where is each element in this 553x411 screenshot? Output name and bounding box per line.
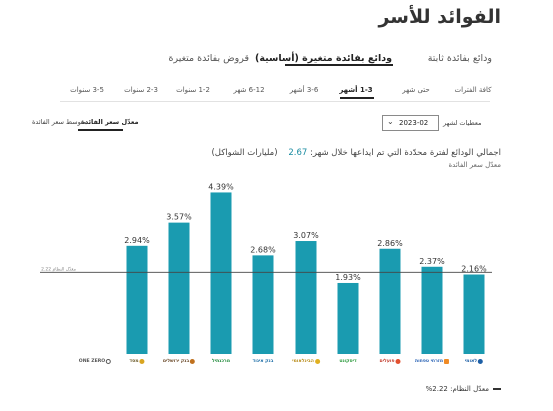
bar-value-label-1: 2.94%	[124, 236, 150, 245]
tab-fixed-deposits[interactable]: ودائع بفائدة ثابتة	[427, 53, 492, 64]
bar-5[interactable]	[295, 241, 317, 354]
bar-value-label-8: 2.37%	[419, 257, 445, 266]
bar-3[interactable]	[210, 192, 232, 354]
legend-line-icon	[493, 388, 501, 390]
period-tab-underline	[340, 97, 374, 99]
chart-legend: معدّل النظام: 2.22%	[426, 385, 501, 393]
main-tab-underline	[285, 64, 393, 66]
chevron-down-icon: ⌄	[387, 117, 394, 126]
chart-subtitle: معدّل سعر الفائدة	[448, 161, 501, 169]
average-line-label: معدّل النظام 2.22	[41, 266, 77, 273]
bar-value-label-4: 2.68%	[250, 245, 276, 254]
logo-masad: מסד	[129, 359, 145, 364]
one-zero-icon	[106, 359, 112, 364]
poalim-icon	[395, 359, 401, 364]
bar-value-label-9: 2.16%	[461, 265, 487, 274]
headline-total: 2.67	[288, 148, 308, 158]
tab-3-6-months[interactable]: 3-6 أشهر	[289, 86, 319, 94]
tab-2-3-years[interactable]: 2-3 سنوات	[124, 86, 158, 94]
bar-4[interactable]	[252, 255, 274, 354]
period-tabs: كافة الفترات حتى شهر 1-3 أشهر 3-6 أشهر 6…	[0, 86, 553, 102]
logo-poalim: פועלים	[380, 359, 401, 364]
tab-rate-mean[interactable]: متوسط سعر الفائدة	[32, 118, 87, 126]
headline-unit: (مليارات الشواكل)	[211, 148, 278, 158]
bar-6[interactable]	[337, 282, 359, 354]
tab-1-2-years[interactable]: 1-2 سنوات	[176, 86, 210, 94]
bar-value-label-7: 2.86%	[377, 239, 403, 248]
logo-discount: דיסקונט	[339, 359, 357, 364]
bar-8[interactable]	[421, 266, 443, 354]
month-select-value: 2023-02	[399, 119, 429, 127]
bank-logo-row: ONE ZERO מסד בנק ירושלים מרכנתיל בנק איג…	[0, 359, 553, 373]
bar-value-label-5: 3.07%	[293, 231, 319, 240]
headline-text: اجمالي الودائع لفترة محدّدة التي تم ايدا…	[310, 148, 501, 158]
bar-9[interactable]	[463, 274, 485, 354]
logo-one-zero: ONE ZERO	[79, 359, 112, 364]
logo-discount-group: בנק איגוד	[252, 359, 274, 364]
logo-mercantile: מרכנתיל	[211, 359, 231, 364]
logo-mizrahi: מזרחי טפחות	[415, 359, 450, 364]
month-select-label: معطيات لشهر	[443, 119, 482, 127]
tab-variable-deposits[interactable]: ودائع بفائدة متغيرة (أساسية)	[255, 53, 392, 64]
tab-up-to-month[interactable]: حتى شهر	[402, 86, 430, 94]
period-divider	[60, 101, 490, 102]
jerusalem-icon	[190, 359, 196, 364]
masad-icon	[139, 359, 145, 364]
view-tab-underline	[78, 129, 123, 131]
tab-rate-average[interactable]: معدّل سعر الفائدة	[81, 118, 139, 126]
logo-international: הבינלאומי	[292, 359, 320, 364]
bar-value-label-6: 1.93%	[335, 273, 361, 282]
page-title: الفوائد للأسر	[378, 6, 501, 28]
bar-2[interactable]	[168, 222, 190, 354]
tab-1-3-months[interactable]: 1-3 أشهر	[339, 86, 373, 94]
mizrahi-icon	[444, 359, 450, 364]
chart-headline: اجمالي الودائع لفترة محدّدة التي تم ايدا…	[211, 148, 501, 158]
bar-1[interactable]	[126, 245, 148, 354]
tab-3-5-years[interactable]: 3-5 سنوات	[70, 86, 104, 94]
main-tabs: ودائع بفائدة ثابتة ودائع بفائدة متغيرة (…	[0, 53, 553, 73]
bar-value-label-3: 4.39%	[208, 182, 234, 191]
bar-value-label-2: 3.57%	[166, 213, 192, 222]
leumi-icon	[478, 359, 484, 364]
month-select[interactable]: ⌄ 2023-02	[382, 115, 439, 131]
tab-all-periods[interactable]: كافة الفترات	[454, 86, 492, 94]
tab-variable-loans[interactable]: قروض بفائدة متغيرة	[168, 53, 249, 64]
tab-6-12-months[interactable]: 6-12 شهر	[233, 86, 265, 94]
bar-7[interactable]	[379, 248, 401, 354]
logo-leumi: לאומי	[465, 359, 484, 364]
international-icon	[314, 359, 320, 364]
logo-jerusalem: בנק ירושלים	[163, 359, 196, 364]
legend-label: معدّل النظام: 2.22%	[425, 385, 489, 393]
